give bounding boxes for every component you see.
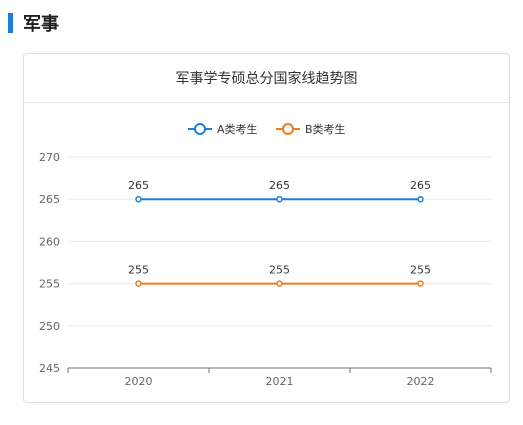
chart-card: 军事学专硕总分国家线趋势图: [23, 53, 510, 403]
data-label: 255: [128, 264, 149, 277]
y-tick-label: 255: [39, 278, 60, 291]
y-tick-label: 265: [39, 193, 60, 206]
y-tick-label: 245: [39, 362, 60, 375]
section-accent-bar: [8, 13, 13, 33]
data-label: 265: [410, 179, 431, 192]
legend-label: A类考生: [217, 122, 258, 136]
legend-marker: [194, 123, 206, 135]
data-label: 265: [269, 179, 290, 192]
legend-marker: [282, 123, 294, 135]
y-tick-label: 250: [39, 320, 60, 333]
data-point: [135, 195, 142, 203]
section-title: 军事: [23, 14, 59, 35]
data-point: [276, 195, 283, 203]
x-tick-label: 2022: [407, 375, 435, 388]
data-point: [417, 195, 424, 203]
data-point: [417, 280, 424, 287]
legend-label: B类考生: [305, 122, 346, 136]
x-tick-label: 2021: [266, 375, 294, 388]
data-label: 255: [269, 264, 290, 277]
y-tick-label: 270: [39, 151, 60, 164]
chart-title: 军事学专硕总分国家线趋势图: [24, 54, 509, 103]
y-tick-label: 260: [39, 235, 60, 248]
data-point: [135, 280, 142, 287]
data-label: 265: [128, 179, 149, 192]
x-tick-label: 2020: [125, 375, 153, 388]
data-label: 255: [410, 264, 431, 277]
data-point: [276, 280, 283, 287]
section-header: 军事: [8, 12, 59, 35]
